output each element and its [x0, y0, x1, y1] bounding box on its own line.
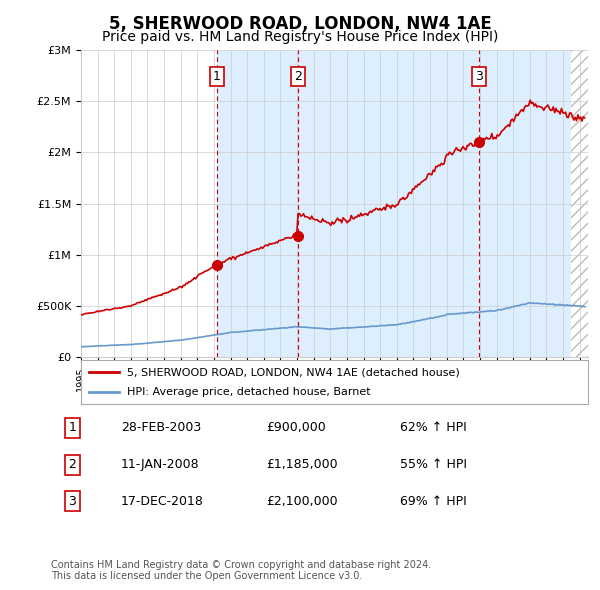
Text: HPI: Average price, detached house, Barnet: HPI: Average price, detached house, Barn… [127, 387, 370, 396]
Text: Contains HM Land Registry data © Crown copyright and database right 2024.
This d: Contains HM Land Registry data © Crown c… [51, 559, 431, 581]
Text: 2: 2 [293, 70, 302, 83]
Text: 3: 3 [475, 70, 483, 83]
Text: Price paid vs. HM Land Registry's House Price Index (HPI): Price paid vs. HM Land Registry's House … [102, 30, 498, 44]
Text: 28-FEB-2003: 28-FEB-2003 [121, 421, 201, 434]
Bar [217, 50, 571, 357]
Text: £900,000: £900,000 [266, 421, 326, 434]
Text: 3: 3 [68, 495, 76, 508]
Bar [571, 50, 588, 357]
Text: 2: 2 [68, 458, 76, 471]
Text: 1: 1 [213, 70, 221, 83]
Text: 69% ↑ HPI: 69% ↑ HPI [400, 495, 467, 508]
Text: 5, SHERWOOD ROAD, LONDON, NW4 1AE: 5, SHERWOOD ROAD, LONDON, NW4 1AE [109, 15, 491, 33]
Text: 1: 1 [68, 421, 76, 434]
Bar [571, 50, 588, 357]
Text: 62% ↑ HPI: 62% ↑ HPI [400, 421, 467, 434]
Text: 17-DEC-2018: 17-DEC-2018 [121, 495, 203, 508]
Text: £2,100,000: £2,100,000 [266, 495, 337, 508]
Text: 5, SHERWOOD ROAD, LONDON, NW4 1AE (detached house): 5, SHERWOOD ROAD, LONDON, NW4 1AE (detac… [127, 368, 460, 377]
Text: 55% ↑ HPI: 55% ↑ HPI [400, 458, 467, 471]
Text: 11-JAN-2008: 11-JAN-2008 [121, 458, 199, 471]
Text: £1,185,000: £1,185,000 [266, 458, 337, 471]
